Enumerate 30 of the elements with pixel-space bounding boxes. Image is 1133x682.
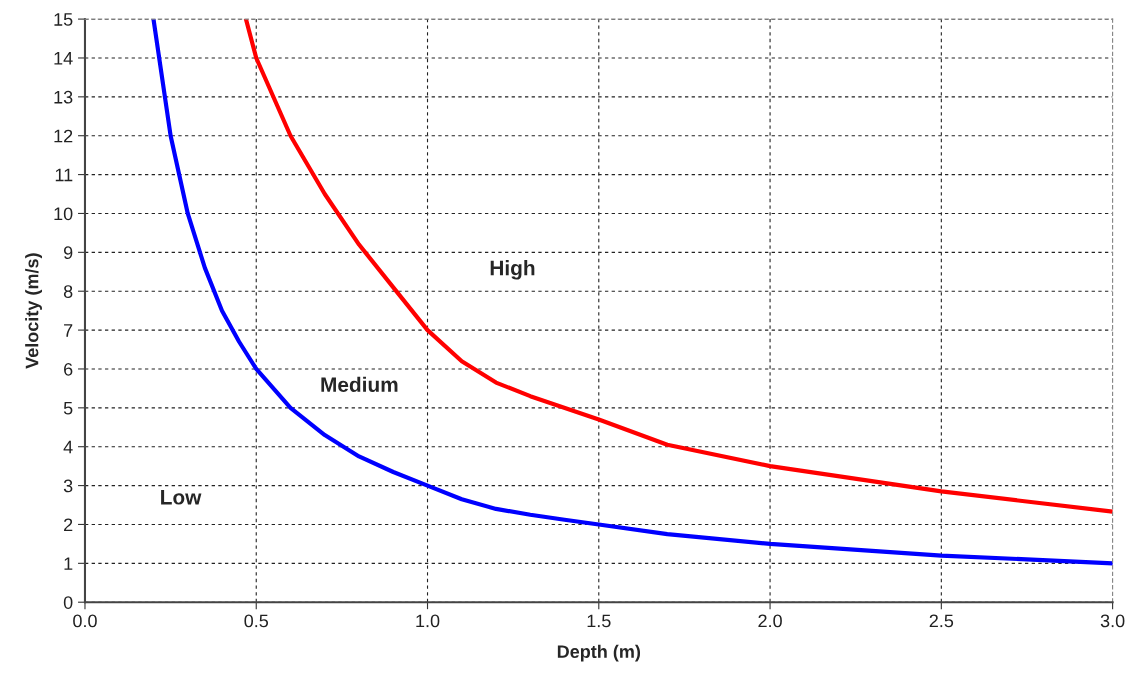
x-tick-label: 1.0 bbox=[416, 614, 440, 628]
y-tick-label: 8 bbox=[63, 285, 73, 298]
y-tick-label: 14 bbox=[54, 52, 73, 65]
x-axis-title: Depth (m) bbox=[557, 644, 641, 662]
y-tick-label: 4 bbox=[63, 440, 73, 454]
annotation: Low bbox=[161, 490, 202, 505]
y-tick-label: 7 bbox=[64, 324, 73, 337]
y-tick-label: 9 bbox=[63, 246, 73, 260]
y-tick-label: 5 bbox=[63, 401, 73, 415]
x-tick-label: 1.5 bbox=[587, 614, 611, 628]
line-series bbox=[243, 19, 1113, 514]
y-tick-label: 2 bbox=[64, 518, 73, 531]
x-tick-label: 2.5 bbox=[929, 614, 954, 628]
line-series bbox=[151, 19, 1113, 566]
y-tick-label: 13 bbox=[54, 90, 73, 104]
y-tick-label: 3 bbox=[63, 479, 73, 493]
y-tick-label: 10 bbox=[54, 207, 73, 221]
y-tick-label: 12 bbox=[54, 129, 73, 143]
y-tick-label: 11 bbox=[55, 168, 73, 182]
y-tick-label: 6 bbox=[64, 362, 73, 376]
y-tick-label: 15 bbox=[54, 13, 73, 26]
x-tick-label: 0.0 bbox=[73, 614, 97, 628]
annotation: High bbox=[490, 260, 535, 280]
annotation: Medium bbox=[321, 376, 398, 393]
y-tick-label: 1 bbox=[64, 557, 73, 570]
x-tick-label: 3.0 bbox=[1100, 614, 1125, 628]
y-axis-title: Velocity (m/s) bbox=[25, 253, 42, 369]
x-tick-label: 0.5 bbox=[244, 614, 269, 628]
x-tick-label: 2.0 bbox=[758, 614, 782, 628]
y-tick-label: 0 bbox=[63, 596, 73, 609]
